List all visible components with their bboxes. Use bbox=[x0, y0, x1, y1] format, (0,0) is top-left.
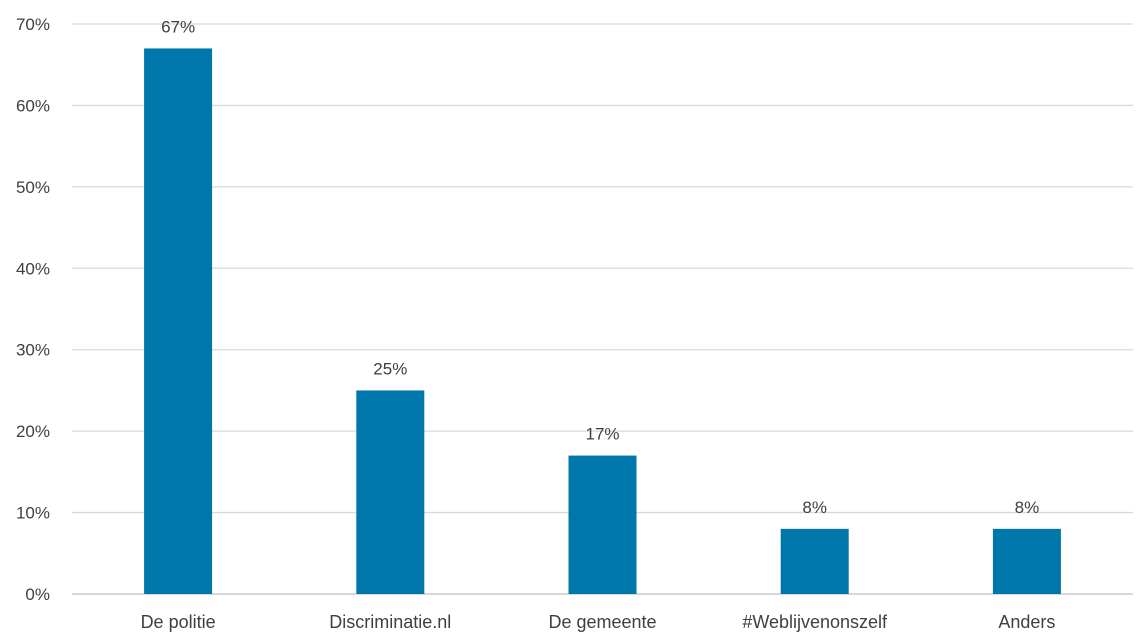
bar bbox=[356, 390, 425, 594]
bar bbox=[780, 528, 849, 594]
y-tick-label: 10% bbox=[16, 504, 50, 523]
y-tick-label: 60% bbox=[16, 96, 50, 115]
x-category-label: De gemeente bbox=[548, 612, 656, 632]
x-category-label: De politie bbox=[141, 612, 216, 632]
bar bbox=[568, 455, 637, 594]
y-tick-label: 0% bbox=[25, 585, 50, 604]
data-label: 17% bbox=[585, 425, 619, 444]
y-tick-label: 50% bbox=[16, 178, 50, 197]
x-axis-category-labels: De politie Discriminatie.nl De gemeente #We… bbox=[141, 612, 1056, 632]
y-axis-tick-labels: 0% 10% 20% 30% 40% 50% 60% 70% bbox=[16, 15, 50, 604]
y-tick-label: 30% bbox=[16, 341, 50, 360]
bar bbox=[144, 48, 213, 594]
gridlines bbox=[72, 23, 1133, 595]
bars bbox=[144, 48, 1061, 594]
data-label: 67% bbox=[161, 17, 195, 36]
x-category-label: Discriminatie.nl bbox=[329, 612, 451, 632]
y-tick-label: 20% bbox=[16, 422, 50, 441]
y-tick-label: 40% bbox=[16, 259, 50, 278]
data-labels: 67% 25% 17% 8% 8% bbox=[161, 17, 1039, 516]
data-label: 8% bbox=[1015, 498, 1040, 517]
data-label: 8% bbox=[802, 498, 827, 517]
bar bbox=[992, 528, 1061, 594]
x-category-label: Anders bbox=[998, 612, 1055, 632]
data-label: 25% bbox=[373, 359, 407, 378]
x-category-label: #Weblijvenonszelf bbox=[742, 612, 888, 632]
y-tick-label: 70% bbox=[16, 15, 50, 34]
